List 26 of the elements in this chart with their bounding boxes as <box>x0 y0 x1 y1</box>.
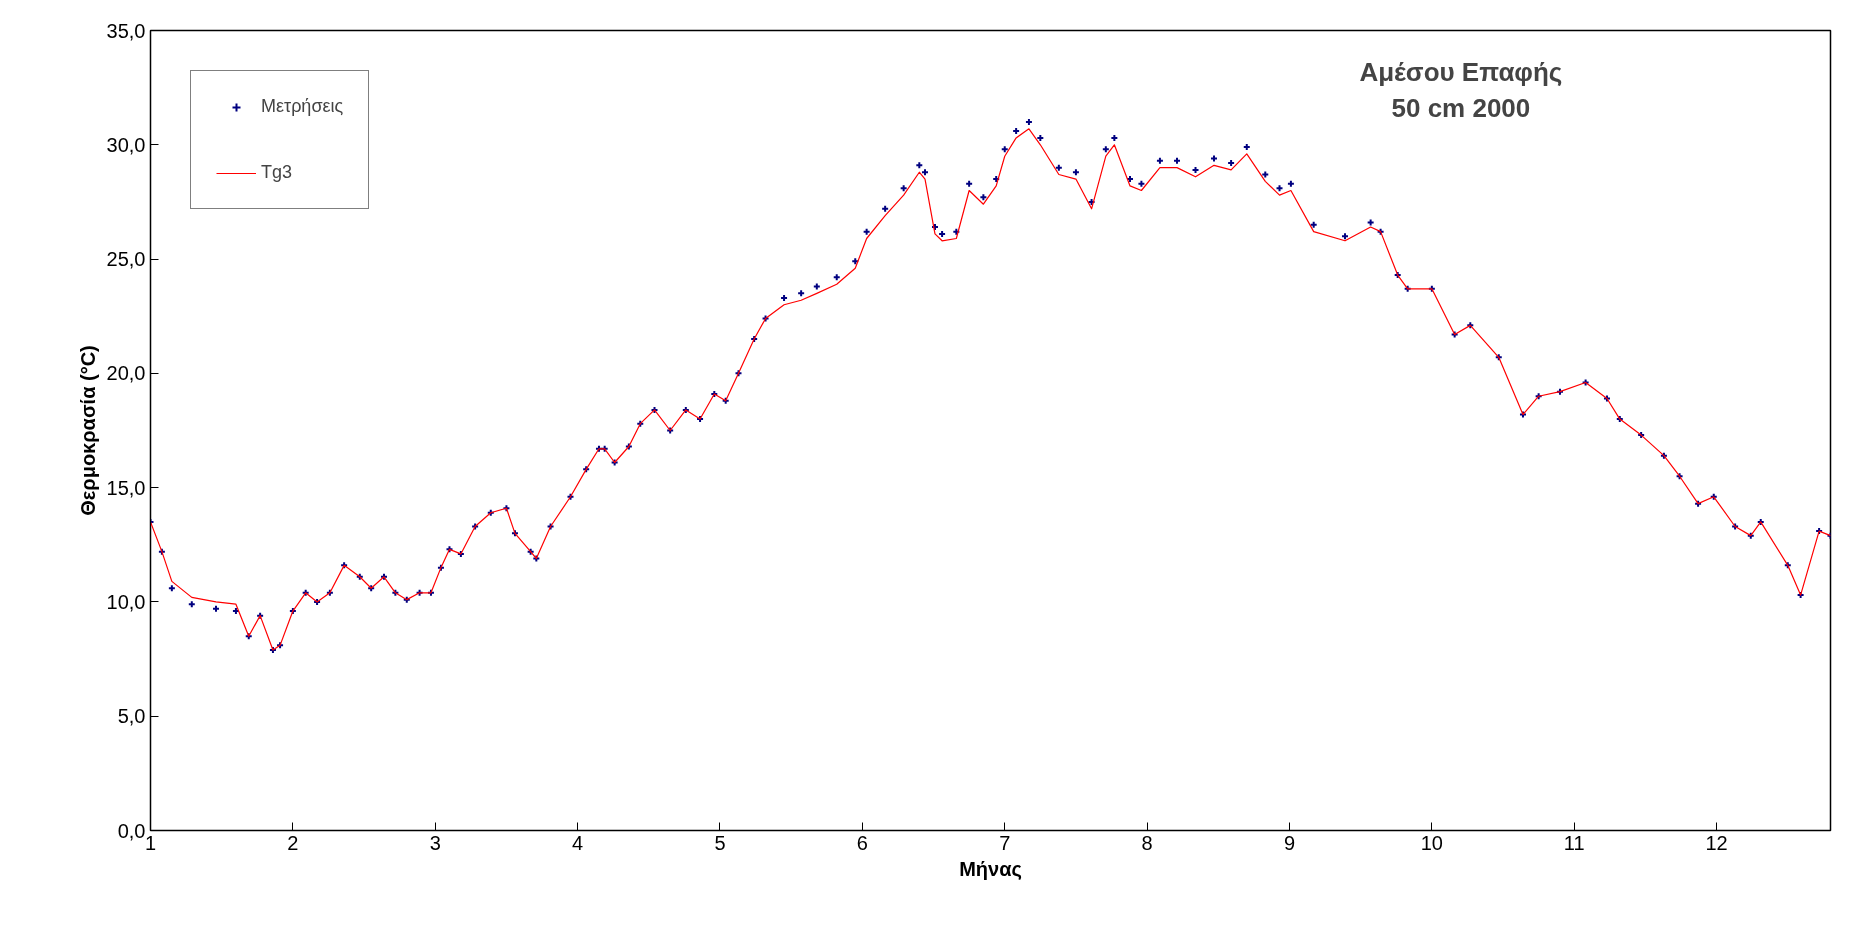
y-tick-label: 25,0 <box>106 248 146 271</box>
x-tick-label: 3 <box>429 831 441 854</box>
x-axis-title: Μήνας <box>959 857 1022 880</box>
x-tick-label: 12 <box>1705 831 1728 854</box>
y-tick-label: 30,0 <box>106 133 146 156</box>
y-tick-label: 35,0 <box>106 19 146 42</box>
x-tick-label: 5 <box>714 831 726 854</box>
x-tick-label: 6 <box>856 831 868 854</box>
x-tick-label: 9 <box>1283 831 1296 854</box>
y-tick-label: 10,0 <box>106 590 146 613</box>
text: Αμέσου Επαφής <box>1359 56 1563 87</box>
y-axis-title: Θερμοκρασία (°C) <box>76 345 99 516</box>
y-tick-label: 0,0 <box>117 819 146 842</box>
legend-label: Μετρήσεις <box>261 96 344 117</box>
x-tick-label: 7 <box>999 831 1011 854</box>
y-tick-label: 20,0 <box>106 362 146 385</box>
y-tick-label: 5,0 <box>117 705 146 728</box>
y-tick-label: 15,0 <box>106 476 146 499</box>
x-tick-label: 2 <box>287 831 299 854</box>
x-tick-label: 1 <box>144 831 157 854</box>
x-tick-label: 8 <box>1141 831 1153 854</box>
text: 50 cm 2000 <box>1391 92 1531 123</box>
legend-label: Tg3 <box>261 162 293 183</box>
x-tick-label: 10 <box>1420 831 1443 854</box>
x-tick-label: 11 <box>1563 831 1585 854</box>
x-tick-label: 4 <box>572 831 584 854</box>
